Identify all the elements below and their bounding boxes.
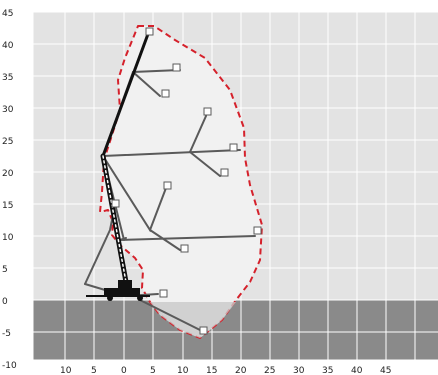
x-tick: 10 bbox=[177, 366, 189, 375]
main-boom bbox=[100, 32, 150, 285]
working-envelope bbox=[99, 25, 263, 339]
crane-base-icon bbox=[86, 280, 150, 301]
y-tick: 45 bbox=[2, 9, 13, 19]
x-tick: 45 bbox=[380, 366, 391, 375]
x-axis: 10 5 0 5 10 15 20 25 30 35 40 45 bbox=[60, 366, 391, 375]
x-tick: 20 bbox=[235, 366, 247, 375]
platform-basket-icon bbox=[111, 27, 262, 335]
y-tick: 30 bbox=[2, 105, 14, 115]
y-tick: -5 bbox=[2, 329, 11, 339]
y-tick: 10 bbox=[2, 233, 14, 243]
x-tick: 15 bbox=[206, 366, 217, 375]
y-tick: -10 bbox=[2, 361, 17, 371]
x-tick: 10 bbox=[60, 366, 72, 375]
x-tick: 25 bbox=[264, 366, 275, 375]
y-tick: 35 bbox=[2, 73, 13, 83]
x-tick: 35 bbox=[322, 366, 333, 375]
y-tick: 25 bbox=[2, 137, 13, 147]
below-ground-envelope bbox=[150, 302, 236, 338]
y-axis: 45 40 35 30 25 20 15 10 5 0 -5 -10 bbox=[2, 9, 17, 371]
y-tick: 40 bbox=[2, 41, 14, 51]
y-tick: 5 bbox=[2, 265, 8, 275]
ground-area bbox=[33, 300, 438, 360]
y-tick: 20 bbox=[2, 169, 14, 179]
x-tick: 30 bbox=[293, 366, 305, 375]
x-tick: 5 bbox=[91, 366, 97, 375]
y-tick: 0 bbox=[2, 297, 8, 307]
x-tick: 40 bbox=[351, 366, 363, 375]
x-tick: 5 bbox=[150, 366, 156, 375]
y-tick: 15 bbox=[2, 201, 13, 211]
x-tick: 0 bbox=[121, 366, 127, 375]
